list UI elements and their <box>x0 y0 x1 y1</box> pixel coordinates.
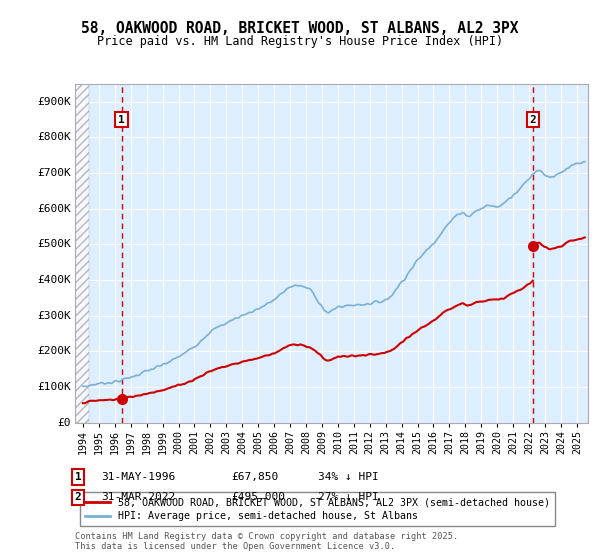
Text: £100K: £100K <box>37 382 71 392</box>
Text: 27% ↓ HPI: 27% ↓ HPI <box>318 492 379 502</box>
Text: 2: 2 <box>530 115 536 124</box>
Text: £495,000: £495,000 <box>231 492 285 502</box>
Text: £500K: £500K <box>37 240 71 250</box>
Bar <box>75 84 89 423</box>
Text: Price paid vs. HM Land Registry's House Price Index (HPI): Price paid vs. HM Land Registry's House … <box>97 35 503 48</box>
Text: 2: 2 <box>74 492 82 502</box>
Text: 34% ↓ HPI: 34% ↓ HPI <box>318 472 379 482</box>
Text: 31-MAR-2022: 31-MAR-2022 <box>101 492 175 502</box>
Text: 31-MAY-1996: 31-MAY-1996 <box>101 472 175 482</box>
Legend: 58, OAKWOOD ROAD, BRICKET WOOD, ST ALBANS, AL2 3PX (semi-detached house), HPI: A: 58, OAKWOOD ROAD, BRICKET WOOD, ST ALBAN… <box>80 492 555 526</box>
Text: £800K: £800K <box>37 133 71 142</box>
Text: 1: 1 <box>74 472 82 482</box>
Text: Contains HM Land Registry data © Crown copyright and database right 2025.
This d: Contains HM Land Registry data © Crown c… <box>75 532 458 552</box>
Text: £900K: £900K <box>37 97 71 107</box>
Text: £200K: £200K <box>37 347 71 357</box>
Text: £67,850: £67,850 <box>231 472 278 482</box>
Text: £700K: £700K <box>37 168 71 178</box>
Text: 58, OAKWOOD ROAD, BRICKET WOOD, ST ALBANS, AL2 3PX: 58, OAKWOOD ROAD, BRICKET WOOD, ST ALBAN… <box>81 21 519 36</box>
Text: 1: 1 <box>118 115 125 124</box>
Text: £0: £0 <box>58 418 71 428</box>
Text: £300K: £300K <box>37 311 71 321</box>
Text: £600K: £600K <box>37 204 71 214</box>
Text: £400K: £400K <box>37 275 71 285</box>
